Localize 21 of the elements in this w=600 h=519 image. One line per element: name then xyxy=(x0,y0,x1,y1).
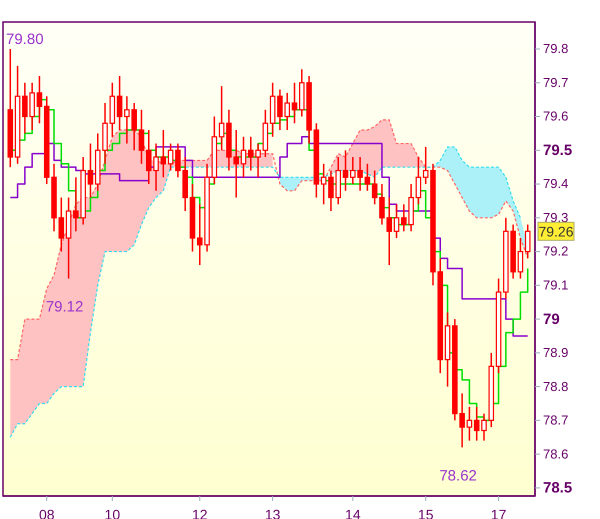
y-tick-label: 78.8 xyxy=(543,378,568,394)
y-tick-label: 79.5 xyxy=(543,142,572,160)
annotation: 79.80 xyxy=(6,31,44,48)
y-tick-label: 78.9 xyxy=(543,345,568,360)
y-tick-label: 79.8 xyxy=(543,41,568,56)
y-tick-label: 78.6 xyxy=(543,446,568,462)
annotation: 79.26 xyxy=(538,223,574,240)
x-tick-label: 14 xyxy=(345,506,361,519)
y-tick-label: 79.6 xyxy=(543,108,568,124)
y-tick-label: 78.7 xyxy=(543,412,568,428)
y-tick-label: 78.5 xyxy=(543,480,572,497)
x-tick-label: 12 xyxy=(192,506,208,519)
y-tick-label: 79.3 xyxy=(543,210,568,225)
y-tick-label: 79.7 xyxy=(543,74,568,90)
y-tick-label: 79.2 xyxy=(543,244,568,259)
y-tick-label: 79 xyxy=(543,310,560,328)
annotation: 78.62 xyxy=(439,467,477,484)
x-tick-label: 17 xyxy=(490,506,507,519)
y-tick-label: 79.1 xyxy=(543,277,568,292)
annotation: 79.12 xyxy=(46,298,84,316)
y-tick-label: 79.4 xyxy=(543,176,568,192)
